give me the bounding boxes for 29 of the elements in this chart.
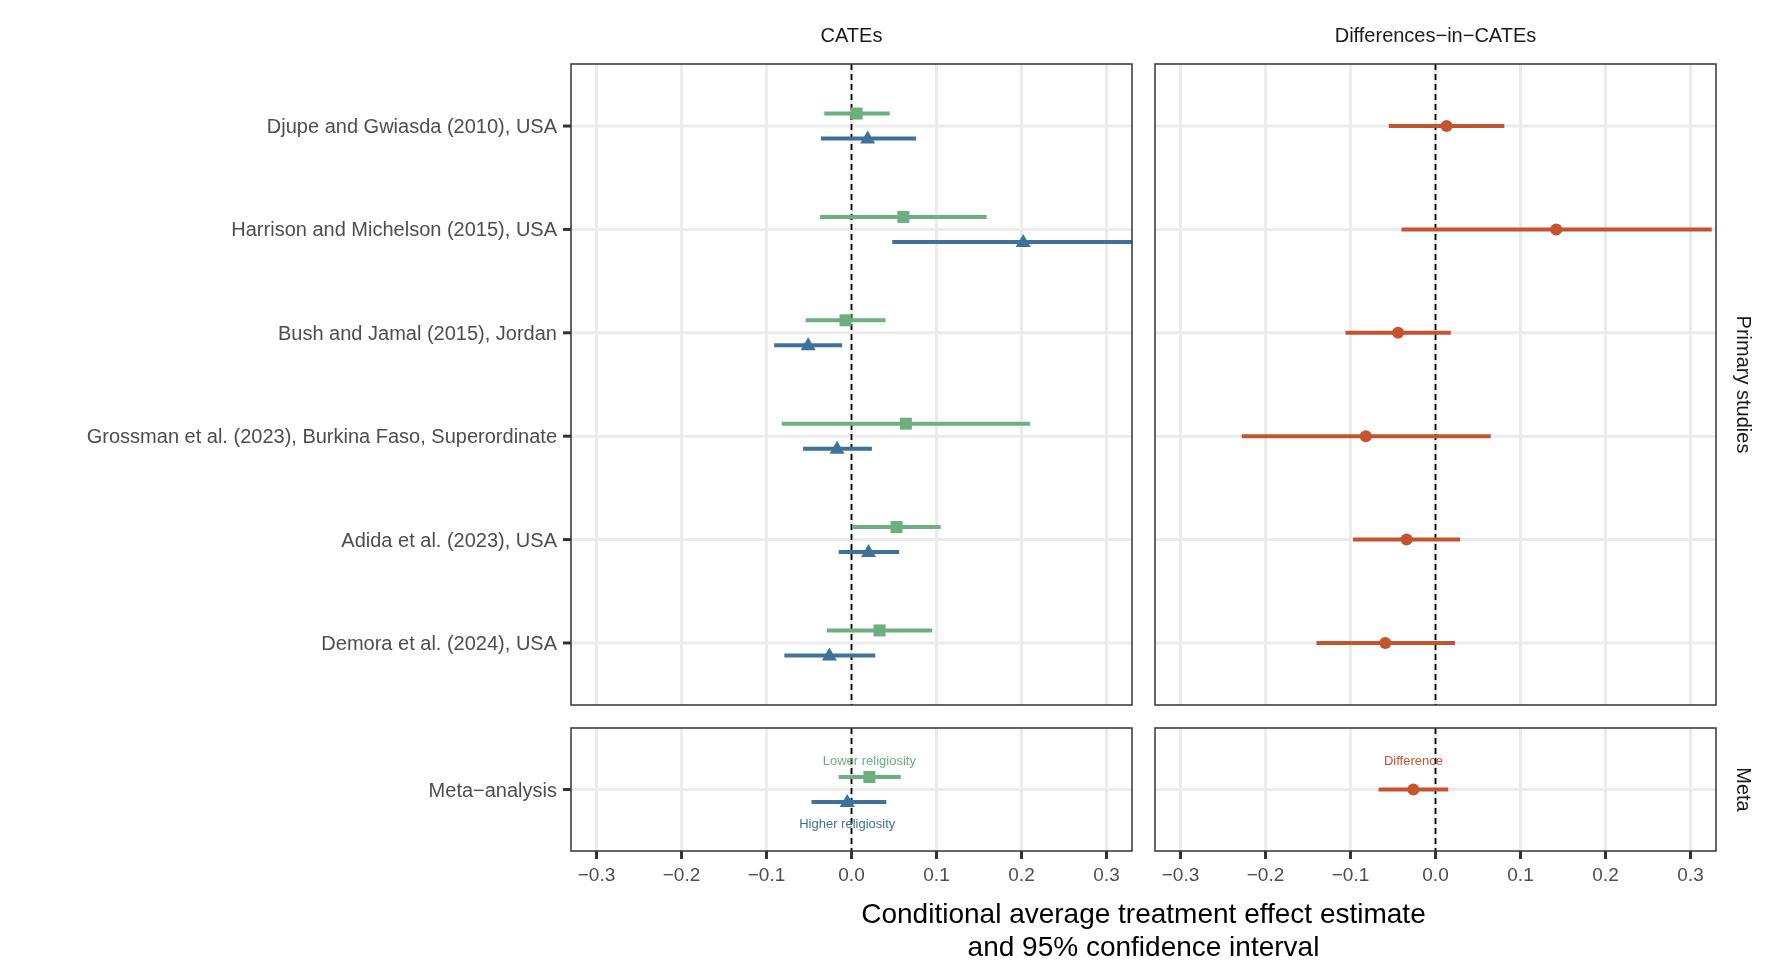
x-tick-label: 0.1 xyxy=(1507,864,1534,885)
series-label: Lower religiosity xyxy=(822,752,917,768)
y-tick-label: Grossman et al. (2023), Burkina Faso, Superordinate xyxy=(86,425,557,448)
x-tick-label: 0.0 xyxy=(1422,864,1449,885)
x-tick-label: −0.1 xyxy=(747,864,786,885)
y-tick-label: Meta−analysis xyxy=(428,778,557,801)
x-axis-title: Conditional average treatment effect estimate and 95% confidence interval xyxy=(861,898,1426,962)
x-tick-label: −0.3 xyxy=(1161,864,1200,885)
y-tick-label: Bush and Jamal (2015), Jordan xyxy=(277,321,557,344)
chart-title: CATEs xyxy=(820,24,883,46)
x-tick-label: 0.0 xyxy=(838,864,865,885)
y-tick-label: Djupe and Gwiasda (2010), USA xyxy=(266,115,558,138)
x-tick-label: −0.2 xyxy=(1246,864,1285,885)
y-tick-label: Demora et al. (2024), USA xyxy=(321,631,558,654)
y-tick-label: Harrison and Michelson (2015), USA xyxy=(231,218,558,241)
x-tick-label: 0.2 xyxy=(1008,864,1035,885)
x-tick-label: 0.2 xyxy=(1592,864,1619,885)
x-tick-label: 0.3 xyxy=(1093,864,1120,885)
y2-axis-title: Primary studies xyxy=(1733,315,1755,454)
y-tick-label: Adida et al. (2023), USA xyxy=(341,528,558,551)
x-tick-label: −0.3 xyxy=(577,864,616,885)
chart-title: Differences−in−CATEs xyxy=(1334,24,1537,46)
x-tick-label: 0.1 xyxy=(923,864,950,885)
x-tick-label: 0.3 xyxy=(1677,864,1704,885)
y2-axis-title: Meta xyxy=(1733,767,1755,813)
series-label: Higher religiosity xyxy=(799,815,896,831)
series-label: Difference xyxy=(1383,752,1443,768)
x-tick-label: −0.2 xyxy=(662,864,701,885)
x-tick-label: −0.1 xyxy=(1331,864,1370,885)
